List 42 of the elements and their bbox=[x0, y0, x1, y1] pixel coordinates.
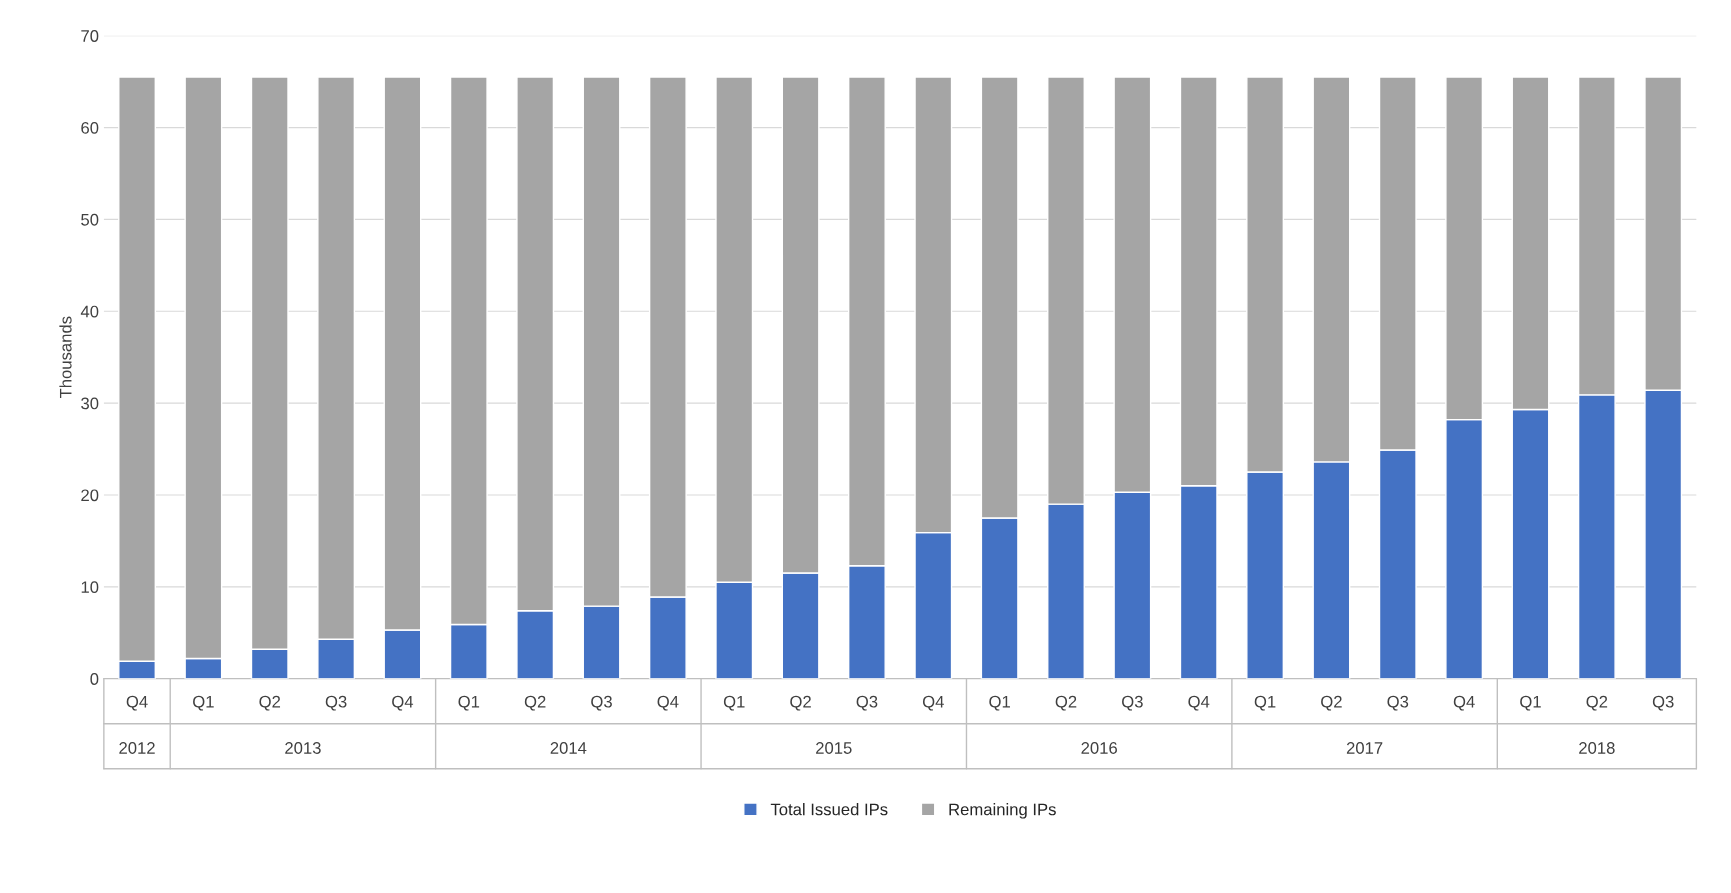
x-tick-label: Q2 bbox=[1586, 695, 1608, 711]
y-tick-label: 20 bbox=[81, 489, 99, 502]
x-tick-label: Q3 bbox=[1652, 695, 1674, 711]
y-tick-label: 10 bbox=[81, 581, 99, 594]
x-tick-label: Q3 bbox=[1387, 695, 1409, 711]
legend-label: Remaining IPs bbox=[949, 803, 1056, 819]
x-tick-label: Q4 bbox=[922, 695, 944, 711]
text: 2017 bbox=[1346, 742, 1383, 754]
x-tick-label: Q2 bbox=[1321, 695, 1342, 711]
text: 2014 bbox=[550, 742, 587, 754]
x-tick-label: Q1 bbox=[193, 695, 214, 711]
x-tick-label: Q1 bbox=[1254, 695, 1276, 711]
y-tick-label: 50 bbox=[81, 213, 99, 226]
x-tick-label: Q2 bbox=[1055, 695, 1077, 711]
x-tick-label: Q1 bbox=[458, 695, 480, 711]
x-tick-label: Q3 bbox=[325, 695, 347, 711]
x-tick-label: Q1 bbox=[989, 695, 1010, 711]
y-tick-label: 40 bbox=[80, 305, 99, 318]
text: 2018 bbox=[1579, 742, 1615, 754]
x-tick-label: Q3 bbox=[856, 695, 878, 711]
y-tick-label: 0 bbox=[90, 673, 99, 685]
y-axis-title: Thousands bbox=[59, 316, 72, 399]
text: 2013 bbox=[285, 742, 321, 754]
x-tick-label: Q1 bbox=[723, 695, 745, 711]
x-tick-label: Q4 bbox=[1188, 695, 1210, 711]
x-tick-label: Q4 bbox=[657, 695, 679, 711]
text: 2016 bbox=[1081, 742, 1117, 754]
y-tick-label: 30 bbox=[81, 397, 99, 410]
x-tick-label: Q2 bbox=[524, 695, 546, 711]
y-tick-label: 70 bbox=[81, 30, 99, 42]
y-tick-label: 60 bbox=[81, 121, 99, 134]
text: 2015 bbox=[816, 742, 852, 754]
x-tick-label: Q4 bbox=[392, 695, 414, 711]
x-tick-label: Q4 bbox=[126, 695, 148, 711]
text: 2012 bbox=[119, 742, 155, 754]
x-tick-label: Q4 bbox=[1453, 695, 1475, 711]
x-tick-label: Q2 bbox=[259, 695, 281, 711]
x-tick-label: Q2 bbox=[790, 695, 811, 711]
x-tick-label: Q1 bbox=[1520, 695, 1541, 711]
legend-label: Total Issued IPs bbox=[770, 803, 888, 816]
x-tick-label: Q3 bbox=[1122, 695, 1143, 711]
x-tick-label: Q3 bbox=[591, 695, 612, 711]
